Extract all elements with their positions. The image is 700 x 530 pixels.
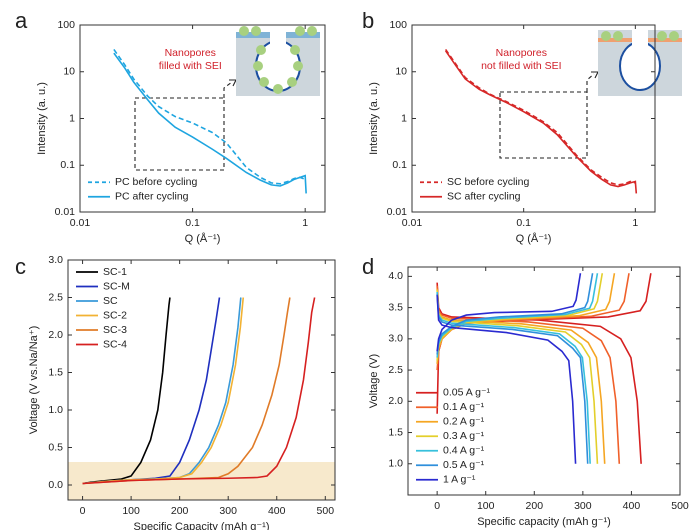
y-axis-label: Voltage (V vs.Na/Na⁺): [28, 326, 40, 435]
series-group: [436, 273, 652, 464]
series-line: [444, 48, 636, 186]
y-tick-label: 0.0: [48, 479, 63, 491]
x-axis-label: Specific capacity (mAh g⁻¹): [477, 516, 611, 528]
annotation: Nanopores filled with SEI: [159, 47, 222, 72]
legend-label: 0.5 A g⁻¹: [443, 459, 485, 471]
legend-label: SC-3: [103, 324, 127, 336]
y-tick-label: 2.0: [388, 395, 403, 407]
y-tick-label: 3.0: [388, 333, 403, 345]
annotation-line: Nanopores: [496, 47, 547, 59]
y-tick-label: 3.5: [388, 301, 403, 313]
y-tick-label: 100: [57, 19, 75, 31]
inset-open-pore: [598, 30, 682, 96]
inset-filled-pore: [236, 26, 320, 96]
panel-label: d: [362, 254, 374, 279]
y-tick-label: 2.0: [48, 329, 63, 341]
x-tick-label: 300: [219, 505, 237, 517]
plot-frame: [67, 259, 336, 501]
y-tick-label: 0.1: [60, 159, 75, 171]
x-tick-label: 100: [122, 505, 140, 517]
y-tick-label: 2.5: [48, 291, 63, 303]
x-tick-label: 200: [171, 505, 189, 517]
y-tick-label: 1.0: [48, 404, 63, 416]
legend-label: 0.05 A g⁻¹: [443, 387, 490, 399]
legend-label: SC: [103, 295, 118, 307]
annotation-line: Nanopores: [165, 47, 216, 59]
series-group: [444, 48, 638, 194]
plot-frame: [407, 266, 681, 496]
legend-label: 0.1 A g⁻¹: [443, 401, 485, 413]
legend-label: 0.2 A g⁻¹: [443, 416, 485, 428]
legend-label: SC-1: [103, 266, 127, 278]
legend-label: SC after cycling: [447, 191, 521, 203]
legend-label: PC before cycling: [115, 176, 197, 188]
y-tick-label: 1.0: [388, 458, 403, 470]
x-tick-label: 0.1: [516, 217, 531, 229]
x-tick-label: 400: [268, 505, 286, 517]
x-tick-label: 1: [302, 217, 308, 229]
x-tick-label: 400: [623, 500, 641, 512]
series-line: [436, 273, 594, 464]
y-tick-label: 10: [395, 66, 407, 78]
series-line: [113, 52, 307, 194]
x-tick-label: 0.1: [185, 217, 200, 229]
annotation-line: filled with SEI: [159, 60, 222, 72]
y-tick-label: 1.5: [388, 426, 403, 438]
legend-label: SC-4: [103, 338, 127, 350]
panel-label: a: [15, 8, 28, 33]
arrow: [591, 71, 599, 79]
legend-label: 1 A g⁻¹: [443, 474, 476, 486]
x-tick-label: 0.01: [402, 217, 423, 229]
y-tick-label: 1: [69, 112, 75, 124]
annotation: Nanopores not filled with SEI: [481, 47, 562, 72]
x-tick-label: 300: [574, 500, 592, 512]
panel-label: c: [15, 254, 26, 279]
y-tick-label: 2.5: [388, 364, 403, 376]
x-tick-label: 500: [671, 500, 689, 512]
legend-label: PC after cycling: [115, 191, 189, 203]
x-tick-label: 0.01: [70, 217, 91, 229]
y-tick-label: 10: [63, 66, 75, 78]
y-axis-label: Intensity (a. u.): [36, 82, 48, 155]
legend-label: SC-M: [103, 280, 130, 292]
legend-label: SC before cycling: [447, 176, 529, 188]
series-line: [436, 273, 582, 464]
legend-label: 0.4 A g⁻¹: [443, 445, 485, 457]
x-tick-label: 100: [477, 500, 495, 512]
y-tick-label: 0.5: [48, 441, 63, 453]
y-tick-label: 4.0: [388, 270, 403, 282]
series-line: [82, 297, 316, 485]
y-tick-label: 3.0: [48, 254, 63, 266]
legend-label: SC-2: [103, 309, 127, 321]
x-tick-label: 500: [317, 505, 335, 517]
x-tick-label: 0: [434, 500, 440, 512]
y-axis-label: Voltage (V): [368, 354, 380, 408]
y-axis-label: Intensity (a. u.): [368, 82, 380, 155]
x-axis-label: Q (Å⁻¹): [185, 232, 221, 245]
y-tick-label: 0.1: [392, 159, 407, 171]
series-line: [113, 48, 306, 185]
panel-label: b: [362, 8, 374, 33]
x-tick-label: 0: [80, 505, 86, 517]
y-tick-label: 1: [401, 112, 407, 124]
series-group: [82, 297, 316, 485]
x-tick-label: 1: [632, 217, 638, 229]
x-axis-label: Specific Capacity (mAh g⁻¹): [133, 521, 269, 530]
y-tick-label: 1.5: [48, 366, 63, 378]
annotation-line: not filled with SEI: [481, 60, 562, 72]
y-tick-label: 0.01: [387, 206, 408, 218]
legend-label: 0.3 A g⁻¹: [443, 430, 485, 442]
zoom-box-a: [134, 81, 233, 171]
series-line: [444, 50, 638, 194]
y-tick-label: 100: [389, 19, 407, 31]
series-group: [113, 48, 307, 194]
y-tick-label: 0.01: [55, 206, 76, 218]
x-tick-label: 200: [526, 500, 544, 512]
x-axis-label: Q (Å⁻¹): [516, 232, 552, 245]
zoom-box-b: [499, 73, 595, 159]
